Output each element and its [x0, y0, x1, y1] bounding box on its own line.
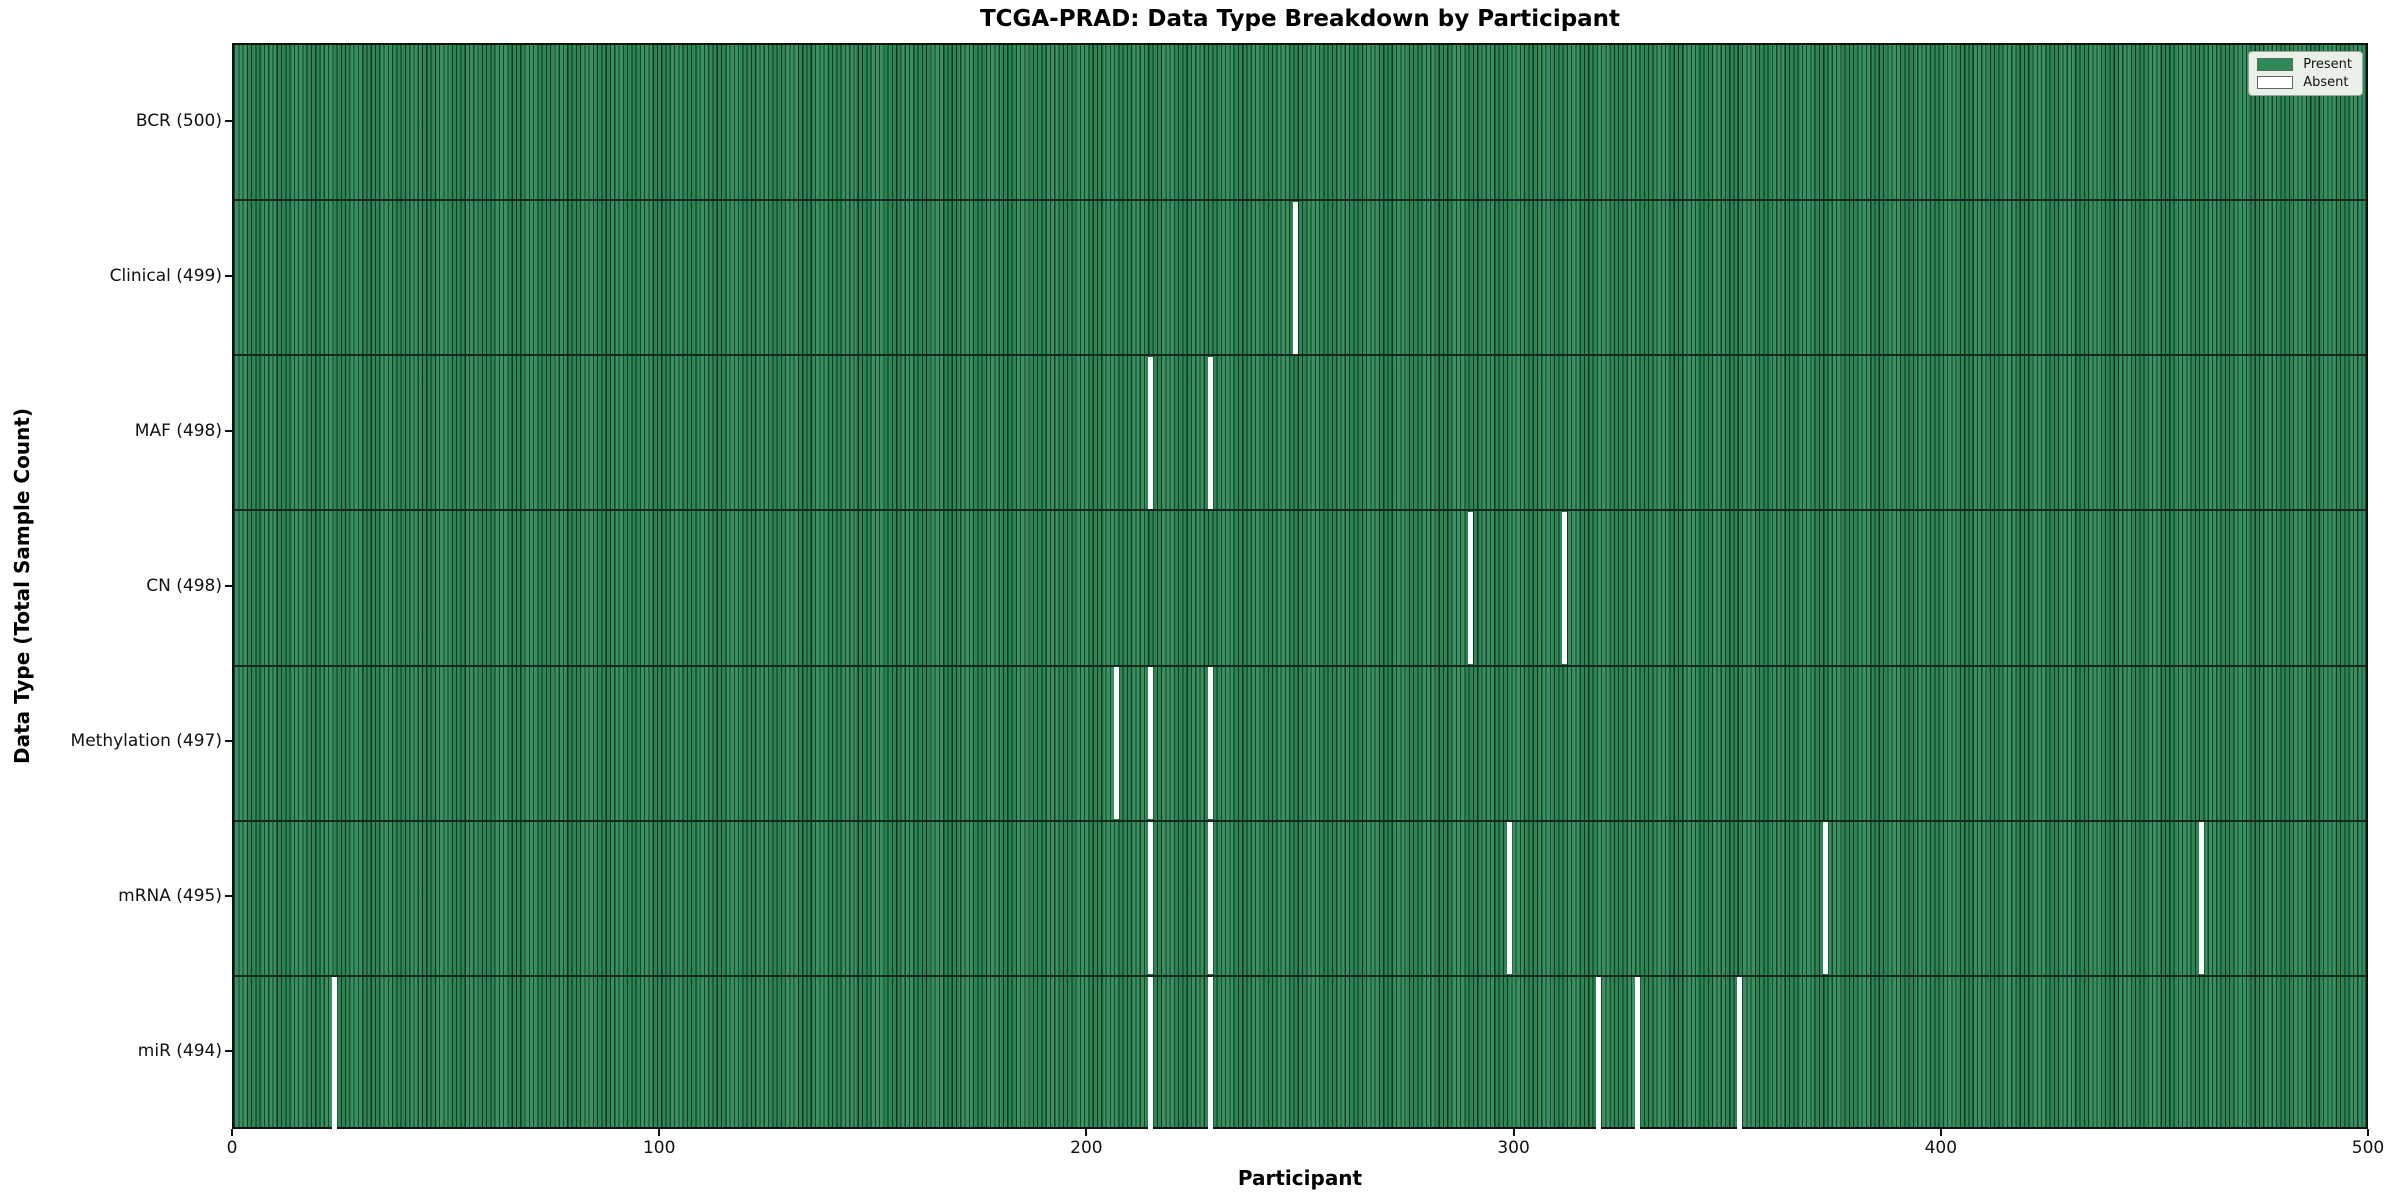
x-tick-mark	[231, 1129, 233, 1136]
y-tick-label-Clinical: Clinical (499)	[109, 265, 222, 286]
present-swatch-icon	[2257, 58, 2294, 71]
absent-swatch-icon	[2257, 76, 2294, 89]
absent-gap-CN-289	[1468, 511, 1474, 665]
absent-gap-MAF-214	[1147, 356, 1153, 509]
row-divider	[234, 509, 2366, 512]
absent-gap-miR-319	[1596, 977, 1602, 1130]
x-tick-label-300: 300	[1497, 1138, 1530, 1158]
absent-gap-mRNA-460	[2198, 822, 2204, 975]
row-divider	[234, 354, 2366, 357]
y-tick-label-mRNA: mRNA (495)	[118, 886, 222, 907]
absent-gap-mRNA-228	[1207, 822, 1213, 975]
y-tick-label-Methylation: Methylation (497)	[70, 731, 222, 752]
x-tick-label-500: 500	[2351, 1138, 2385, 1158]
y-tick-mark	[225, 119, 232, 122]
row-divider	[234, 819, 2366, 822]
x-tick-mark	[1085, 1129, 1088, 1136]
row-divider	[234, 974, 2366, 977]
chart-title: TCGA-PRAD: Data Type Breakdown by Partic…	[979, 6, 1621, 32]
y-tick-label-CN: CN (498)	[146, 576, 222, 596]
x-tick-mark	[2367, 1129, 2369, 1136]
absent-gap-miR-214	[1147, 977, 1153, 1130]
legend-item-absent: Absent	[2257, 76, 2352, 89]
absent-gap-mRNA-214	[1147, 822, 1153, 975]
x-tick-label-0: 0	[226, 1138, 238, 1158]
x-tick-label-400: 400	[1924, 1138, 1958, 1158]
y-tick-mark	[225, 740, 232, 743]
absent-gap-MAF-228	[1207, 356, 1213, 509]
absent-gap-miR-23	[331, 977, 337, 1130]
x-tick-label-200: 200	[1070, 1138, 1103, 1158]
y-tick-label-miR: miR (494)	[137, 1041, 222, 1062]
y-tick-label-MAF: MAF (498)	[134, 420, 222, 441]
absent-gap-Methylation-228	[1207, 667, 1213, 820]
absent-gap-mRNA-298	[1506, 822, 1512, 975]
x-tick-label-100: 100	[642, 1138, 676, 1158]
row-divider	[234, 199, 2366, 202]
absent-gap-miR-352	[1737, 977, 1743, 1130]
y-tick-mark	[225, 895, 232, 898]
legend-label-present: Present	[2303, 57, 2352, 72]
y-tick-label-BCR: BCR (500)	[135, 110, 222, 131]
plot-area: Present Absent	[232, 43, 2368, 1130]
absent-gap-Methylation-206	[1113, 667, 1119, 820]
absent-gap-miR-228	[1207, 977, 1213, 1130]
legend-item-present: Present	[2257, 58, 2352, 71]
absent-gap-miR-328	[1634, 977, 1640, 1130]
x-tick-mark	[1939, 1129, 1942, 1136]
y-tick-mark	[225, 1050, 232, 1053]
absent-gap-Clinical-248	[1293, 201, 1298, 354]
legend-label-absent: Absent	[2303, 75, 2349, 90]
y-tick-mark	[225, 585, 232, 587]
absent-gap-CN-311	[1562, 511, 1568, 665]
y-tick-mark	[225, 429, 232, 432]
row-divider	[234, 664, 2366, 667]
legend: Present Absent	[2248, 51, 2363, 96]
x-tick-mark	[658, 1129, 661, 1136]
absent-gap-mRNA-372	[1822, 822, 1828, 975]
x-axis-title: Participant	[1237, 1166, 1363, 1190]
x-tick-mark	[1512, 1129, 1515, 1136]
absent-gap-Methylation-214	[1147, 667, 1153, 820]
y-tick-mark	[225, 274, 232, 277]
